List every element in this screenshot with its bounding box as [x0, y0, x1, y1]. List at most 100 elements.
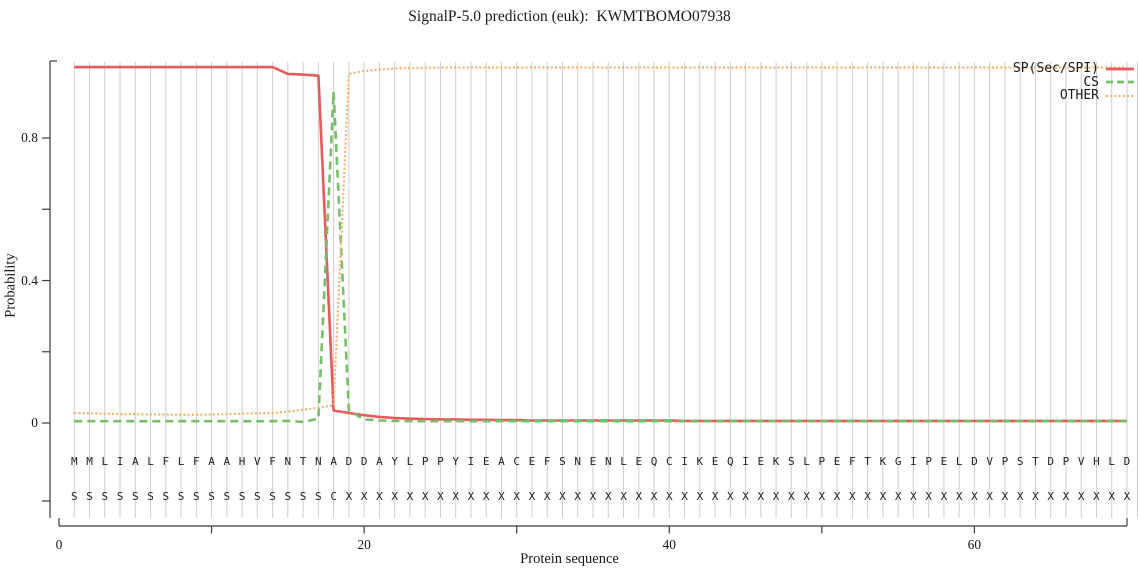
mark-letter: X — [940, 490, 948, 503]
x-tick-label: 20 — [357, 537, 371, 552]
mark-letter: X — [788, 490, 795, 503]
mark-letter: X — [818, 490, 826, 503]
mark-letter: S — [223, 490, 231, 503]
residue-letter: N — [315, 455, 322, 468]
chart-title: SignalP-5.0 prediction (euk): KWMTBOMO07… — [408, 8, 731, 25]
residue-letter: D — [971, 455, 978, 468]
series-line-sp-sec-spi- — [74, 65, 1127, 423]
residue-letter: E — [482, 455, 490, 468]
residue-letter: E — [940, 455, 948, 468]
residue-letter: L — [406, 455, 414, 468]
mark-letter: X — [696, 490, 704, 503]
x-tick-label: 60 — [967, 537, 982, 552]
legend-label: SP(Sec/SPI) — [1012, 61, 1099, 77]
y-tick-label: 0.8 — [21, 130, 38, 145]
x-tick-label: 0 — [55, 537, 63, 552]
mark-letter: S — [177, 490, 185, 503]
residue-letter: A — [498, 455, 505, 468]
legend-label: CS — [1083, 74, 1099, 90]
mark-letter: C — [330, 490, 337, 503]
mark-letter: X — [376, 490, 383, 503]
mark-letter: X — [864, 490, 871, 503]
residue-letter: L — [1108, 455, 1116, 468]
mark-letter: X — [528, 490, 536, 503]
gridlines — [73, 62, 1138, 518]
y-tick-label: 0 — [31, 415, 38, 430]
mark-letter: X — [452, 490, 459, 503]
mark-letter: X — [772, 490, 780, 503]
residue-letter: N — [574, 455, 582, 468]
mark-letter: X — [620, 490, 627, 503]
residue-letter: P — [925, 455, 932, 468]
mark-letter: S — [284, 490, 292, 503]
series-line-cs — [74, 90, 1127, 424]
residue-letter: P — [421, 455, 429, 468]
mark-letter: X — [726, 490, 734, 503]
mark-letter: X — [742, 490, 749, 503]
residue-letter: Q — [726, 455, 734, 468]
legend-label: OTHER — [1059, 88, 1099, 104]
residue-letter: N — [284, 455, 292, 468]
mark-letter: X — [849, 490, 856, 503]
mark-letter: X — [391, 490, 398, 503]
x-axis-label: Protein sequence — [520, 551, 619, 567]
residue-letter: A — [131, 455, 139, 468]
mark-letter: S — [70, 490, 78, 503]
mark-letter: S — [86, 490, 93, 503]
legend-line-sample-dashed — [1106, 80, 1134, 84]
residue-letter: C — [665, 455, 673, 468]
mark-letter: X — [879, 490, 887, 503]
mark-letter: X — [1032, 490, 1039, 503]
mark-letter: X — [513, 490, 521, 503]
mark-letter: X — [1123, 490, 1131, 503]
mark-letter: X — [910, 490, 917, 503]
mark-letter: X — [498, 490, 505, 503]
residue-letter: A — [376, 455, 383, 468]
residue-letter: F — [162, 455, 170, 468]
residue-letter: L — [955, 455, 963, 468]
mark-letter: X — [757, 490, 765, 503]
residue-letter: F — [543, 455, 551, 468]
residue-letter: E — [833, 455, 841, 468]
mark-letter: X — [406, 490, 414, 503]
mark-letter: S — [131, 490, 139, 503]
mark-letter: X — [421, 490, 429, 503]
residue-letter: F — [193, 455, 200, 468]
legend-item: SP(Sec/SPI) — [1012, 61, 1135, 77]
mark-letter: X — [543, 490, 551, 503]
residue-letter: Y — [452, 455, 459, 468]
residue-letter: P — [1001, 455, 1009, 468]
residue-letter: M — [86, 455, 93, 468]
mark-letter: X — [955, 490, 963, 503]
mark-letter: X — [925, 490, 932, 503]
mark-letter: X — [711, 490, 719, 503]
residue-letter: E — [635, 455, 643, 468]
residue-letter: A — [208, 455, 215, 468]
residue-letter: P — [437, 455, 444, 468]
residue-letter: C — [513, 455, 521, 468]
residue-letter: E — [589, 455, 597, 468]
mark-letter: X — [1077, 490, 1085, 503]
residue-letter: K — [696, 455, 704, 468]
mark-letter: S — [162, 490, 170, 503]
mark-letter: S — [315, 490, 322, 503]
residue-letter: D — [1123, 455, 1131, 468]
residue-letter: D — [1047, 455, 1055, 468]
mark-letter: S — [269, 490, 276, 503]
mark-letter: X — [360, 490, 368, 503]
mark-letter: X — [437, 490, 444, 503]
mark-letter: S — [208, 490, 215, 503]
residue-letter: P — [1062, 455, 1070, 468]
mark-letter: X — [1093, 490, 1100, 503]
residue-letter: T — [864, 455, 871, 468]
residue-letter: N — [604, 455, 612, 468]
residue-letter: E — [528, 455, 536, 468]
residue-letter: Y — [391, 455, 398, 468]
mark-letter: S — [116, 490, 124, 503]
mark-letter: X — [604, 490, 612, 503]
residue-letter: V — [1077, 455, 1085, 468]
mark-letter: X — [589, 490, 597, 503]
residue-letter: E — [757, 455, 765, 468]
mark-letter: X — [559, 490, 566, 503]
residue-letter: A — [330, 455, 337, 468]
